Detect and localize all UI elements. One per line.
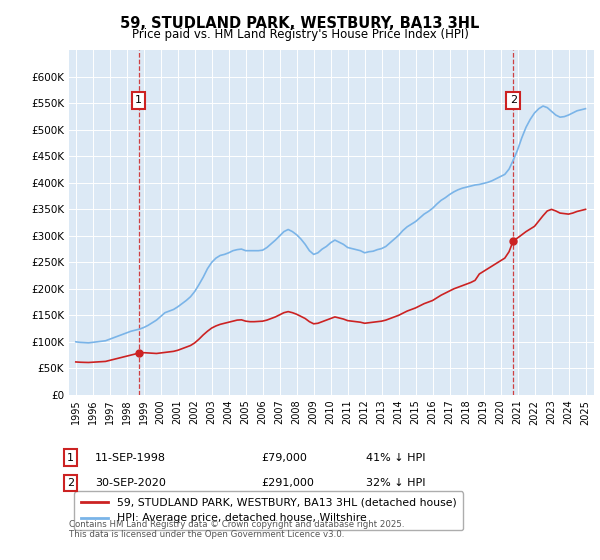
Text: Contains HM Land Registry data © Crown copyright and database right 2025.
This d: Contains HM Land Registry data © Crown c… [69,520,404,539]
Text: Price paid vs. HM Land Registry's House Price Index (HPI): Price paid vs. HM Land Registry's House … [131,28,469,41]
Text: 2: 2 [510,95,517,105]
Text: 1: 1 [135,95,142,105]
Text: 2: 2 [67,478,74,488]
Text: £79,000: £79,000 [261,452,307,463]
Text: 1: 1 [67,452,74,463]
Text: 11-SEP-1998: 11-SEP-1998 [95,452,166,463]
Text: 32% ↓ HPI: 32% ↓ HPI [366,478,425,488]
Text: 41% ↓ HPI: 41% ↓ HPI [366,452,425,463]
Legend: 59, STUDLAND PARK, WESTBURY, BA13 3HL (detached house), HPI: Average price, deta: 59, STUDLAND PARK, WESTBURY, BA13 3HL (d… [74,492,463,530]
Text: 30-SEP-2020: 30-SEP-2020 [95,478,166,488]
Text: £291,000: £291,000 [261,478,314,488]
Text: 59, STUDLAND PARK, WESTBURY, BA13 3HL: 59, STUDLAND PARK, WESTBURY, BA13 3HL [121,16,479,31]
